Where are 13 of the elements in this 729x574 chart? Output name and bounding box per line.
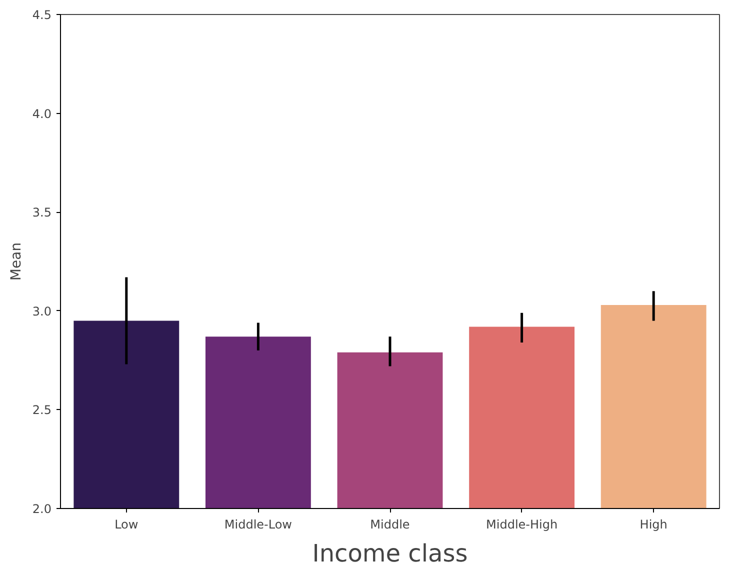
y-tick-label: 2.0 [32,502,52,516]
y-tick-label: 4.5 [32,8,52,22]
y-tick-label: 2.5 [32,403,52,418]
y-tick-label: 4.0 [32,106,52,121]
x-tick-label: Middle [370,518,410,532]
x-tick-label: High [640,518,668,532]
x-tick-label: Low [114,518,138,532]
y-axis-title: Mean [8,242,24,281]
x-axis-title: Income class [312,540,468,568]
y-tick-label: 3.5 [32,206,52,220]
x-tick-label: Middle-High [486,518,558,532]
x-tick-label: Middle-Low [224,518,292,532]
y-tick-label: 3.0 [32,304,52,318]
